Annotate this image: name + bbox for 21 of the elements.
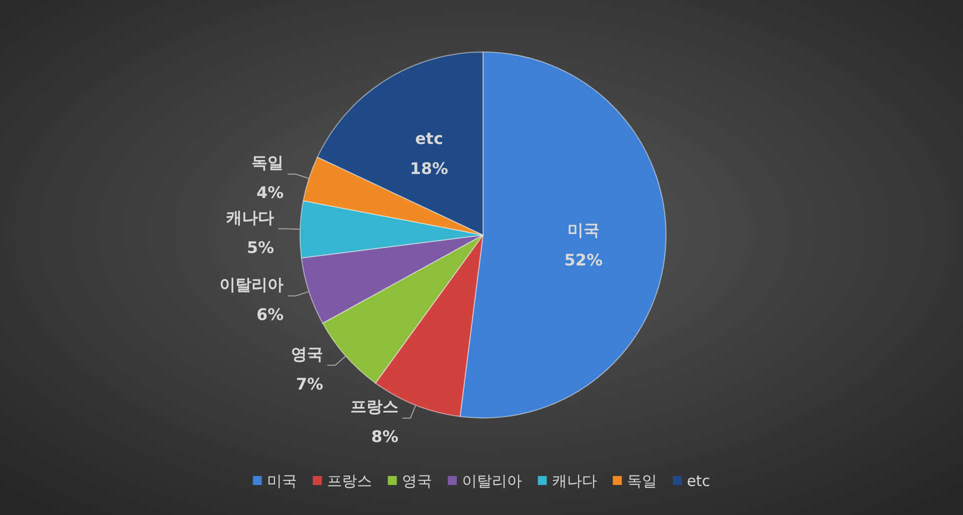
slice-label: 독일 <box>252 153 284 172</box>
legend-label: 독일 <box>626 472 657 490</box>
data-label: 8% <box>371 427 398 446</box>
slice-label: etc <box>415 129 444 148</box>
slice-label: 이탈리아 <box>220 274 284 294</box>
legend-label: 캐나다 <box>552 472 597 490</box>
data-label: 6% <box>256 304 284 324</box>
legend-label: 프랑스 <box>326 472 372 490</box>
legend-label: etc <box>686 472 710 490</box>
data-label: 18% <box>410 159 448 178</box>
data-label: 7% <box>296 374 324 394</box>
data-label: 5% <box>246 238 274 257</box>
slice-label: 미국 <box>567 220 600 240</box>
slice-label: 프랑스 <box>350 397 398 416</box>
category-label: 미국 <box>266 472 297 490</box>
slice-label: 영국 <box>291 344 324 364</box>
slice-label: 캐나다 <box>226 208 274 227</box>
legend-label: 이탈리아 <box>462 472 522 490</box>
data-label: 52% <box>564 250 603 270</box>
data-label: 4% <box>256 183 284 202</box>
legend-label: 영국 <box>402 472 432 490</box>
